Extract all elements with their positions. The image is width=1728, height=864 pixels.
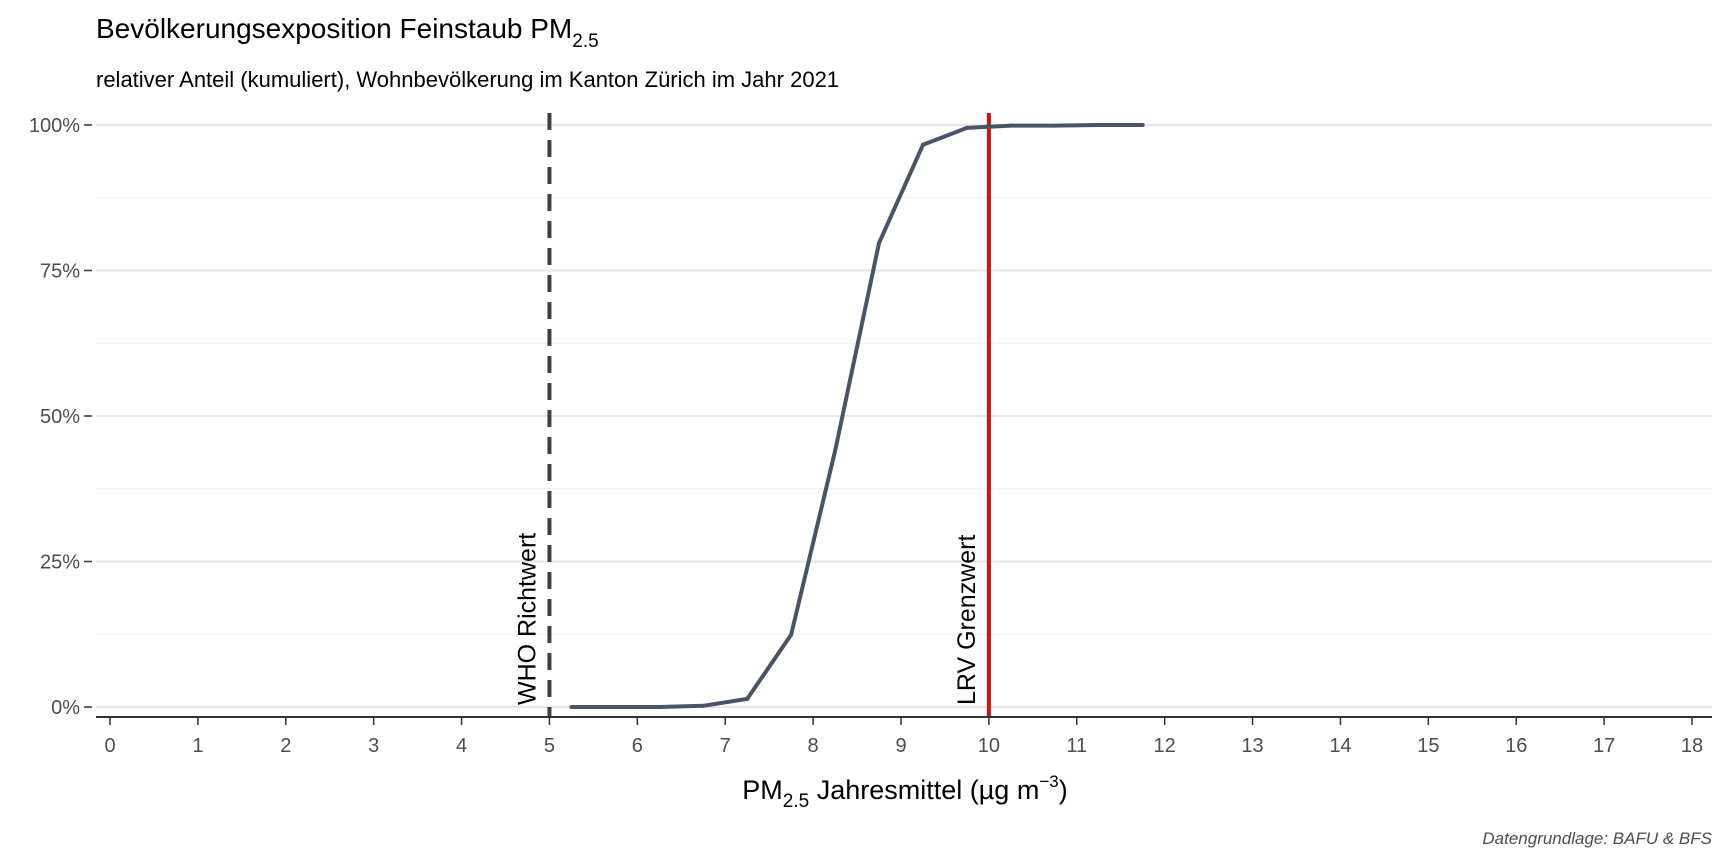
reference-lines: WHO Richtwert LRV Grenzwert	[513, 113, 991, 717]
series-line	[571, 123, 1143, 709]
reference-label-lrv: LRV Grenzwert	[953, 535, 981, 705]
x-tick-label: 4	[456, 735, 467, 757]
y-axis: 0% 25% 50% 75% 100%	[29, 115, 92, 719]
data-point	[745, 696, 750, 701]
x-tick-label: 0	[104, 735, 115, 757]
data-point	[569, 705, 574, 709]
series-layer	[569, 123, 1145, 709]
x-tick-label: 3	[368, 735, 379, 757]
y-tick-label: 0%	[51, 697, 80, 719]
gridlines	[96, 124, 1712, 708]
x-tick-label: 16	[1505, 735, 1527, 757]
x-tick-label: 9	[895, 735, 906, 757]
data-point	[1008, 123, 1013, 128]
x-tick-label: 11	[1066, 735, 1087, 757]
chart-title: Bevölkerungsexposition Feinstaub PM2.5	[96, 13, 599, 52]
data-point	[1052, 123, 1057, 128]
reference-label-who: WHO Richtwert	[513, 533, 541, 705]
y-tick-label: 75%	[40, 261, 80, 283]
x-axis-title: PM2.5 Jahresmittel (µg m−3)	[742, 772, 1067, 812]
data-point	[657, 705, 662, 709]
data-point	[1096, 123, 1101, 127]
x-axis: 0 1 2 3 4 5 6 7 8 9 10 11 12 13 14 15 16 17 18	[96, 716, 1712, 757]
data-point	[877, 241, 882, 246]
x-tick-label: 17	[1593, 735, 1615, 757]
x-tick-label: 18	[1681, 735, 1703, 757]
y-tick-label: 50%	[40, 406, 80, 428]
data-point	[613, 705, 618, 709]
data-point	[1140, 123, 1145, 127]
data-point	[789, 632, 794, 637]
x-tick-label: 1	[192, 735, 203, 757]
x-tick-label: 14	[1329, 735, 1351, 757]
data-point	[964, 125, 969, 130]
chart-subtitle: relativer Anteil (kumuliert), Wohnbevölk…	[96, 67, 839, 92]
data-point	[833, 448, 838, 453]
x-tick-label: 5	[544, 735, 555, 757]
x-tick-label: 2	[280, 735, 291, 757]
x-tick-label: 10	[978, 735, 1000, 757]
x-tick-label: 15	[1417, 735, 1439, 757]
data-point	[920, 142, 925, 147]
data-point	[701, 703, 706, 708]
x-tick-label: 12	[1154, 735, 1176, 757]
y-tick-label: 25%	[40, 552, 80, 574]
y-tick-label: 100%	[29, 115, 80, 137]
x-tick-label: 8	[808, 735, 819, 757]
x-tick-label: 6	[632, 735, 643, 757]
x-tick-label: 13	[1241, 735, 1263, 757]
x-tick-label: 7	[720, 735, 731, 757]
caption: Datengrundlage: BAFU & BFS	[1482, 829, 1712, 848]
